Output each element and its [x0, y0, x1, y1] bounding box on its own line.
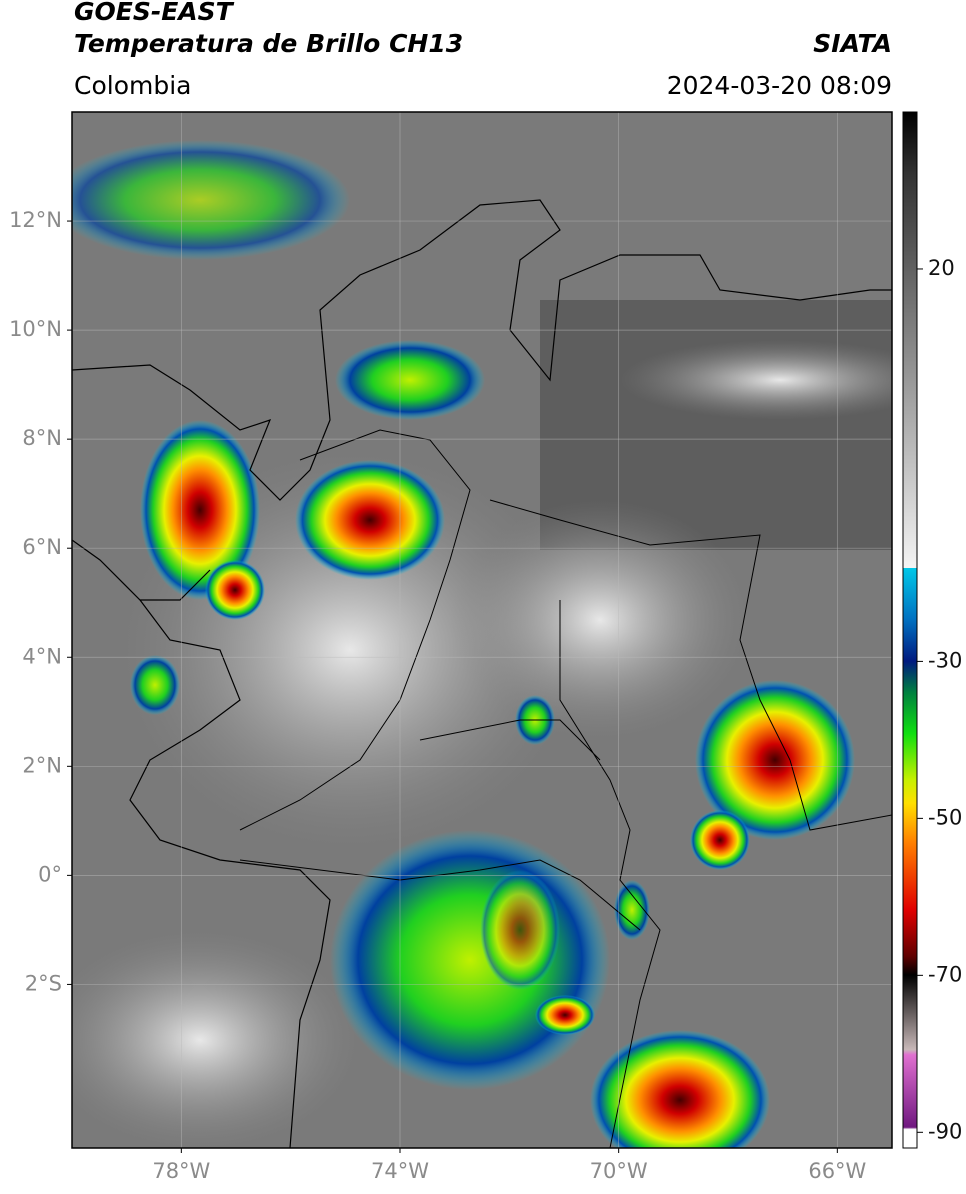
title: GOES-EAST	[74, 0, 235, 26]
colorbar-tick-label: -30	[928, 648, 962, 672]
x-tick-label: 70°W	[590, 1159, 648, 1183]
colorbar-tick-label: 20	[928, 256, 955, 280]
colorbar-tick-label: -90	[928, 1119, 962, 1143]
y-tick-label: 0°	[38, 862, 62, 886]
colorbar-tick-label: -70	[928, 962, 962, 986]
datetime: 2024-03-20 08:09	[667, 71, 892, 100]
colorbar-tick-label: -50	[928, 805, 962, 829]
y-tick-label: 2°N	[22, 753, 62, 777]
y-tick-label: 12°N	[9, 208, 62, 232]
x-tick-label: 74°W	[371, 1159, 429, 1183]
y-tick-label: 8°N	[22, 426, 62, 450]
x-tick-label: 78°W	[152, 1159, 210, 1183]
y-tick-label: 4°N	[22, 644, 62, 668]
y-tick-label: 10°N	[9, 317, 62, 341]
x-tick-label: 66°W	[808, 1159, 866, 1183]
plot-frame	[71, 111, 893, 1149]
subtitle: Temperatura de Brillo CH13	[74, 29, 463, 58]
source: SIATA	[813, 29, 892, 58]
satellite-image	[72, 112, 892, 1148]
colorbar	[902, 111, 918, 1149]
region: Colombia	[74, 71, 191, 100]
y-tick-label: 6°N	[22, 535, 62, 559]
y-tick-label: 2°S	[25, 971, 62, 995]
